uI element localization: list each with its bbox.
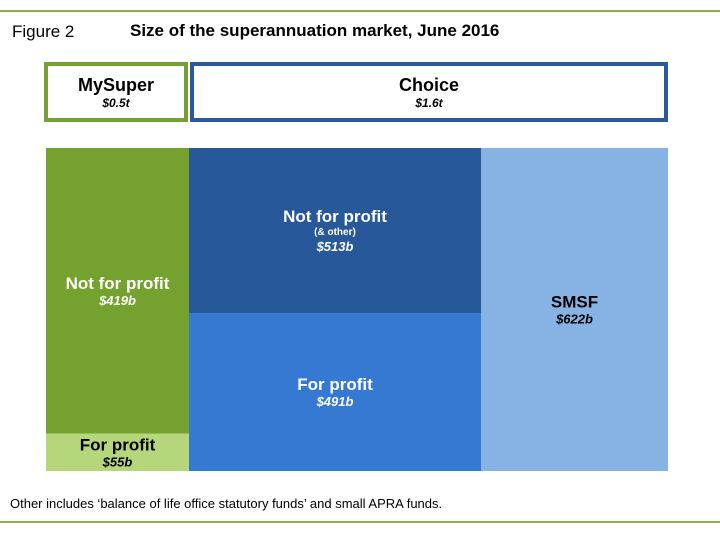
treemap-sublabel-choice-not-for-profit: (& other) <box>314 227 356 238</box>
treemap-cell-mysuper-not-for-profit <box>46 148 189 434</box>
treemap-value-mysuper-not-for-profit: $419b <box>98 293 136 308</box>
choice-header-label: Choice <box>398 75 459 95</box>
choice-header-box: Choice $1.6t <box>190 62 668 122</box>
treemap-label-mysuper-not-for-profit: Not for profit <box>66 274 170 293</box>
treemap-value-mysuper-for-profit: $55b <box>102 454 133 469</box>
treemap-label-mysuper-for-profit: For profit <box>80 435 156 454</box>
top-rule <box>0 10 720 12</box>
mysuper-header-label: MySuper <box>77 75 155 95</box>
treemap-cell-choice-not-for-profit <box>189 148 481 314</box>
mysuper-header-box: MySuper $0.5t <box>44 62 188 122</box>
treemap-cell-choice-for-profit <box>189 313 481 471</box>
treemap-label-choice-not-for-profit: Not for profit <box>283 207 387 226</box>
treemap-cell-choice-smsf <box>481 148 668 471</box>
chart-title: Size of the superannuation market, June … <box>130 21 500 40</box>
treemap-value-choice-not-for-profit: $513b <box>316 239 354 254</box>
choice-header-value: $1.6t <box>415 96 443 110</box>
figure-number: Figure 2 <box>12 22 75 41</box>
treemap-label-choice-for-profit: For profit <box>297 375 373 394</box>
treemap-cell-mysuper-for-profit <box>46 433 189 471</box>
mysuper-header-value: $0.5t <box>102 96 130 110</box>
treemap-value-choice-for-profit: $491b <box>316 394 354 409</box>
footnote: Other includes ‘balance of life office s… <box>10 496 443 511</box>
treemap-label-choice-smsf: SMSF <box>551 293 598 312</box>
bottom-rule <box>0 521 720 523</box>
treemap-value-choice-smsf: $622b <box>555 312 593 327</box>
